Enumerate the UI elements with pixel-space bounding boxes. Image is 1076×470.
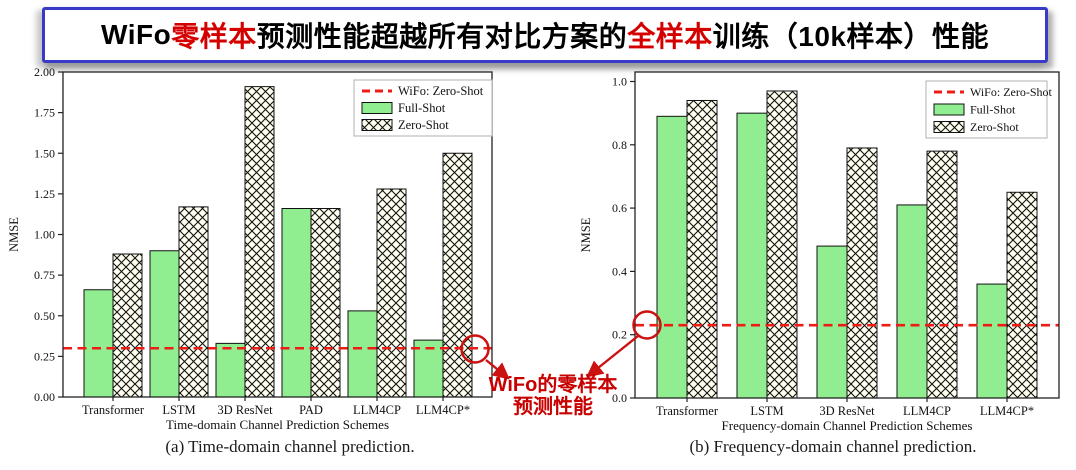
y-tick-label: 0.4 [612,264,627,278]
x-tick-label: LLM4CP* [416,403,470,417]
legend-label: Zero-Shot [398,118,449,132]
y-tick-label: 0.0 [612,391,627,405]
x-tick-label: LSTM [162,403,195,417]
y-tick-label: 1.00 [34,228,55,242]
y-tick-label: 0.2 [612,328,627,342]
title-segment: 训练（10k样本）性能 [712,21,989,52]
x-tick-label: PAD [299,403,323,417]
bar-full-shot-LLM4CP [896,204,928,399]
x-tick-label: LLM4CP [903,404,951,418]
x-tick-label: Transformer [82,403,145,417]
legend-label: Full-Shot [398,101,446,115]
bar-zero-shot-LLM4CP* [1006,191,1038,399]
y-tick-label: 0.8 [612,138,627,152]
legend-full-shot-swatch [361,102,393,114]
bar-full-shot-Transformer [83,289,114,398]
y-tick-label: 2.00 [34,65,55,79]
legend-label: Full-Shot [970,103,1016,117]
title-segment: 预测性能超越所有对比方案的 [256,21,628,52]
title-segment: 零样本 [171,21,257,52]
y-axis: 0.00 0.25 0.50 0.75 1.00 1.25 1.50 1.75 2.00 [34,65,63,404]
y-tick-label: 1.25 [34,187,55,201]
plot-frame [634,71,1060,399]
bar-zero-shot-LLM4CP [376,188,407,398]
title-segment: 全样本 [627,21,713,52]
y-axis-label: NMSE [7,217,21,252]
x-tick-label: LSTM [750,404,783,418]
caption-b: (b) Frequency-domain channel prediction. [689,437,977,456]
bars: Transformer LSTM 3D ResNet LLM4CP LLM4CP* [656,90,1038,418]
chart-b: 0.0 0.2 0.4 0.6 0.8 1.0 Transformer LSTM 3D ResN… [545,60,1076,450]
wifo-zero-shot-annotation: WiFo的零样本 预测性能 [453,374,653,419]
bar-zero-shot-3D ResNet [846,147,878,399]
bar-zero-shot-LLM4CP [926,150,958,399]
legend-label: Zero-Shot [970,120,1019,134]
legend: WiFo: Zero-Shot Full-Shot Zero-Shot [353,79,493,137]
legend-zero-shot-swatch [933,121,965,133]
x-axis-label: Frequency-domain Channel Prediction Sche… [722,418,973,433]
legend-zero-shot-swatch [361,119,393,131]
y-axis: 0.0 0.2 0.4 0.6 0.8 1.0 [612,74,635,405]
legend-label: WiFo: Zero-Shot [398,84,484,98]
y-tick-label: 0.50 [34,309,55,323]
legend-label: WiFo: Zero-Shot [970,85,1053,99]
bar-zero-shot-LSTM [766,90,798,399]
bar-zero-shot-Transformer [112,253,143,398]
bar-full-shot-PAD [281,208,312,398]
y-tick-label: 1.0 [612,74,627,88]
plot-frame [62,71,493,398]
x-axis-label: Time-domain Channel Prediction Schemes [166,417,389,432]
legend: WiFo: Zero-Shot Full-Shot Zero-Shot [925,80,1053,139]
bar-full-shot-LLM4CP [347,310,378,398]
x-tick-label: Transformer [656,404,719,418]
bar-full-shot-Transformer [656,115,688,399]
y-tick-label: 1.50 [34,146,55,160]
legend-full-shot-swatch [933,103,965,116]
bar-full-shot-3D ResNet [215,342,246,398]
bars: Transformer LSTM 3D ResNet PAD LLM4CP LLM4CP* [82,86,473,417]
y-tick-label: 0.00 [34,390,55,404]
time-domain-chart: 0.00 0.25 0.50 0.75 1.00 1.25 1.50 1.75 2.00 Tran… [7,65,493,432]
bar-full-shot-LLM4CP* [413,339,444,398]
y-tick-label: 0.25 [34,349,55,363]
bar-zero-shot-3D ResNet [244,86,275,398]
annotation-line-2: 预测性能 [513,396,593,419]
bar-zero-shot-LSTM [178,206,209,398]
bar-full-shot-LSTM [149,250,180,398]
title-segment: WiFo [101,19,172,50]
title-banner: WiFo 零样本 预测性能超越所有对比方案的 全样本 训练（10k样本）性能 [42,7,1048,63]
y-tick-label: 1.75 [34,106,55,120]
caption-a: (a) Time-domain channel prediction. [165,437,415,456]
x-tick-label: LLM4CP [353,403,401,417]
y-axis-label: NMSE [579,217,593,252]
bar-full-shot-3D ResNet [816,245,848,399]
x-tick-label: 3D ResNet [819,404,875,418]
x-tick-label: LLM4CP* [980,404,1034,418]
bar-zero-shot-Transformer [686,99,718,399]
bar-full-shot-LSTM [736,112,768,399]
bar-zero-shot-PAD [310,208,341,398]
y-tick-label: 0.75 [34,268,55,282]
annotation-line-1: WiFo的零样本 [488,374,618,396]
frequency-domain-chart: 0.0 0.2 0.4 0.6 0.8 1.0 Transformer LSTM 3D ResN… [579,71,1060,433]
bar-full-shot-LLM4CP* [976,283,1008,399]
x-tick-label: 3D ResNet [217,403,273,417]
chart-a: 0.00 0.25 0.50 0.75 1.00 1.25 1.50 1.75 2.00 Tran… [0,60,545,450]
bar-zero-shot-LLM4CP* [442,152,473,398]
y-tick-label: 0.6 [612,201,627,215]
